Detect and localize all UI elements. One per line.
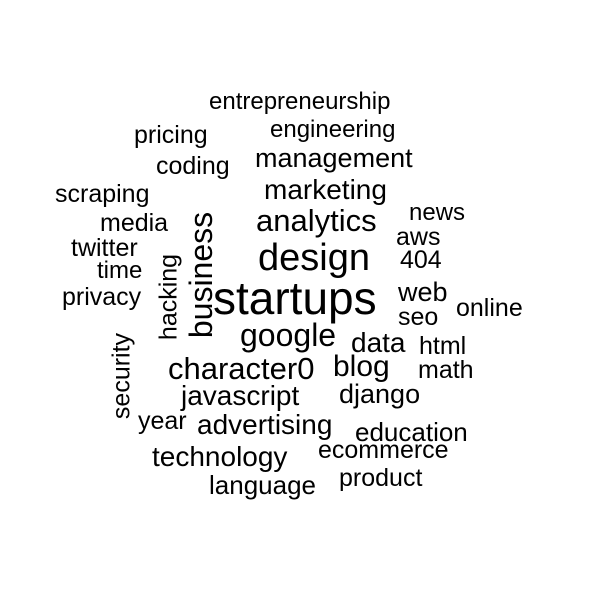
word-math: math (418, 356, 474, 384)
word-entrepreneurship: entrepreneurship (209, 88, 391, 115)
word-privacy: privacy (62, 283, 142, 311)
word-advertising: advertising (197, 409, 333, 440)
word-404: 404 (400, 246, 442, 274)
word-aws: aws (396, 223, 441, 251)
word-news: news (409, 199, 466, 226)
word-language: language (209, 470, 316, 500)
word-time: time (97, 257, 143, 284)
word-management: management (255, 143, 413, 173)
word-media: media (100, 209, 169, 237)
word-online: online (456, 294, 523, 322)
word-character0: character0 (168, 351, 315, 386)
word-startups: startups (213, 272, 377, 324)
word-analytics: analytics (256, 203, 377, 238)
word-seo: seo (398, 303, 439, 331)
word-marketing: marketing (264, 174, 387, 205)
word-year: year (138, 407, 187, 435)
word-blog: blog (333, 350, 390, 383)
word-hacking: hacking (154, 253, 183, 341)
word-technology: technology (152, 441, 288, 472)
word-ecommerce: ecommerce (318, 436, 449, 464)
word-django: django (339, 379, 421, 409)
word-scraping: scraping (55, 180, 150, 208)
word-javascript: javascript (181, 380, 300, 411)
word-google: google (240, 317, 337, 353)
word-engineering: engineering (270, 116, 396, 143)
word-data: data (351, 327, 406, 358)
word-pricing: pricing (134, 121, 208, 149)
word-html: html (419, 332, 467, 360)
word-design: design (258, 237, 370, 279)
word-security: security (107, 332, 136, 420)
word-twitter: twitter (71, 234, 138, 262)
word-web: web (398, 277, 448, 307)
word-product: product (339, 464, 423, 492)
word-coding: coding (156, 152, 230, 180)
word-education: education (355, 417, 468, 447)
